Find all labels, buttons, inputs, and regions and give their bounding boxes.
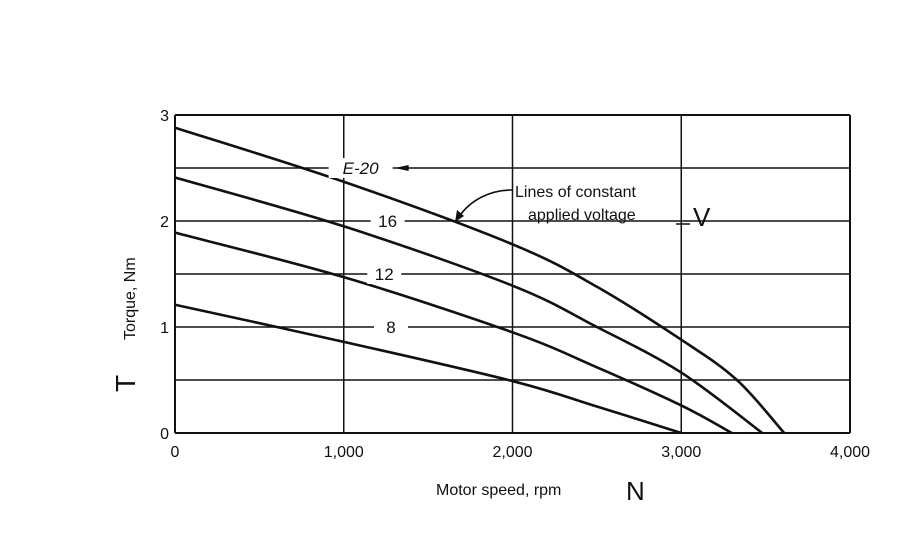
curve-e-8 [174, 303, 682, 435]
curve-labels: E-20 16 12 8 [328, 158, 409, 337]
y-axis-handwritten-label: T [110, 375, 141, 392]
curve-label: E-20 [343, 159, 379, 178]
y-tick-label: 2 [160, 214, 169, 231]
annotation-arrow [457, 189, 513, 219]
y-tick-label: 0 [160, 426, 169, 443]
e20-arrowhead [394, 165, 409, 171]
annotation-handwritten-v: V [693, 202, 711, 232]
curve-label-backing [374, 317, 408, 337]
curve-label-backing [367, 264, 402, 284]
annotation-line1: Lines of constant [515, 184, 637, 201]
x-tick-label: 4,000 [830, 444, 870, 461]
curve-label-backing [328, 158, 393, 178]
annotation-arrowhead [455, 210, 464, 222]
curves [174, 126, 786, 435]
curve-label: 8 [386, 318, 395, 337]
x-tick-label: 0 [171, 444, 180, 461]
grid [174, 114, 851, 434]
y-tick-label: 3 [160, 108, 169, 125]
y-axis-label: Torque, Nm [122, 257, 139, 340]
x-tick-label: 1,000 [324, 444, 364, 461]
curve-label-backing [370, 211, 405, 231]
x-axis-handwritten-label: N [626, 476, 645, 506]
curve-e-16 [174, 176, 764, 435]
x-tick-label: 3,000 [661, 444, 701, 461]
annotation-line2: applied voltage [528, 207, 636, 224]
curve-e-12 [174, 231, 733, 435]
x-tick-label: 2,000 [492, 444, 532, 461]
curve-label: 12 [375, 265, 394, 284]
curve-label: 16 [378, 212, 397, 231]
y-tick-label: 1 [160, 320, 169, 337]
x-axis-label: Motor speed, rpm [436, 482, 561, 499]
curve-e-20 [174, 126, 786, 434]
